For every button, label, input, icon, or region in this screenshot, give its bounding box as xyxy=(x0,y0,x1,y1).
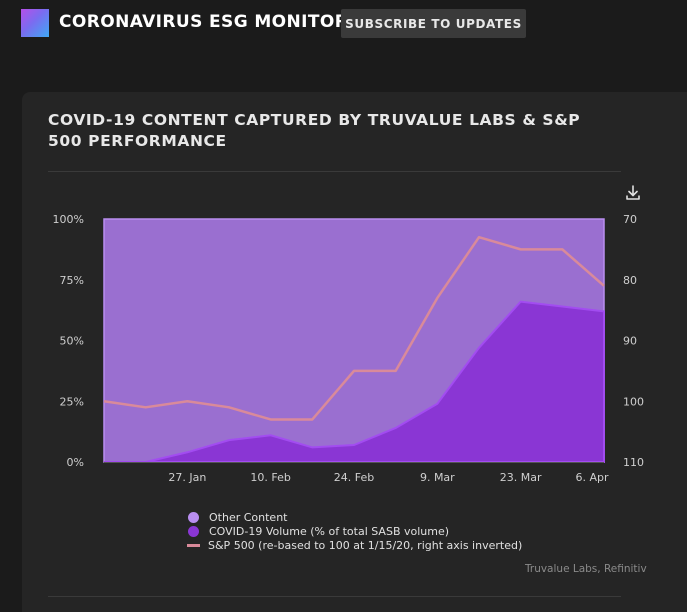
chart-legend: Other Content COVID-19 Volume (% of tota… xyxy=(187,510,523,552)
legend-swatch-other xyxy=(188,511,199,523)
x-tick-label: 24. Feb xyxy=(334,471,374,484)
x-tick-label: 6. Apr xyxy=(575,471,608,484)
download-icon[interactable] xyxy=(622,182,644,204)
app-logo xyxy=(21,9,49,37)
chart-title: COVID-19 CONTENT CAPTURED BY TRUVALUE LA… xyxy=(48,111,581,150)
subscribe-button[interactable]: SUBSCRIBE TO UPDATES xyxy=(341,9,526,38)
chart-source: Truvalue Labs, Refinitiv xyxy=(525,563,647,575)
series-area-covid-volume xyxy=(104,300,605,463)
x-tick-label: 23. Mar xyxy=(500,471,542,484)
series-line-sp500 xyxy=(103,235,605,421)
legend-label-sp500: S&P 500 (re-based to 100 at 1/15/20, rig… xyxy=(208,538,523,552)
legend-item-covid[interactable]: COVID-19 Volume (% of total SASB volume) xyxy=(188,524,522,538)
y-right-tick-label: 110 xyxy=(623,456,644,469)
legend-swatch-sp500 xyxy=(187,543,200,547)
y-right-tick-label: 80 xyxy=(623,274,637,287)
legend-label-covid: COVID-19 Volume (% of total SASB volume) xyxy=(209,524,450,538)
top-bar: CORONAVIRUS ESG MONITOR SUBSCRIBE TO UPD… xyxy=(0,0,687,50)
y-left-tick-label: 0% xyxy=(67,456,84,469)
y-left-tick-label: 100% xyxy=(53,213,84,226)
legend-item-other[interactable]: Other Content xyxy=(188,510,522,524)
y-right-tick-label: 70 xyxy=(623,213,637,226)
x-tick-label: 27. Jan xyxy=(168,471,206,484)
x-tick-label: 10. Feb xyxy=(250,471,290,484)
app-title: CORONAVIRUS ESG MONITOR xyxy=(59,12,349,32)
y-left-tick-label: 75% xyxy=(60,274,84,287)
legend-label-other: Other Content xyxy=(209,510,288,524)
bottom-divider xyxy=(48,596,621,597)
title-divider xyxy=(48,171,621,172)
legend-item-sp500[interactable]: S&P 500 (re-based to 100 at 1/15/20, rig… xyxy=(187,538,523,552)
y-right-tick-label: 100 xyxy=(623,395,644,408)
y-left-tick-label: 50% xyxy=(60,335,84,348)
y-left-tick-label: 25% xyxy=(60,395,84,408)
x-tick-label: 9. Mar xyxy=(420,471,455,484)
y-right-tick-label: 90 xyxy=(623,335,637,348)
legend-swatch-covid xyxy=(188,525,199,537)
